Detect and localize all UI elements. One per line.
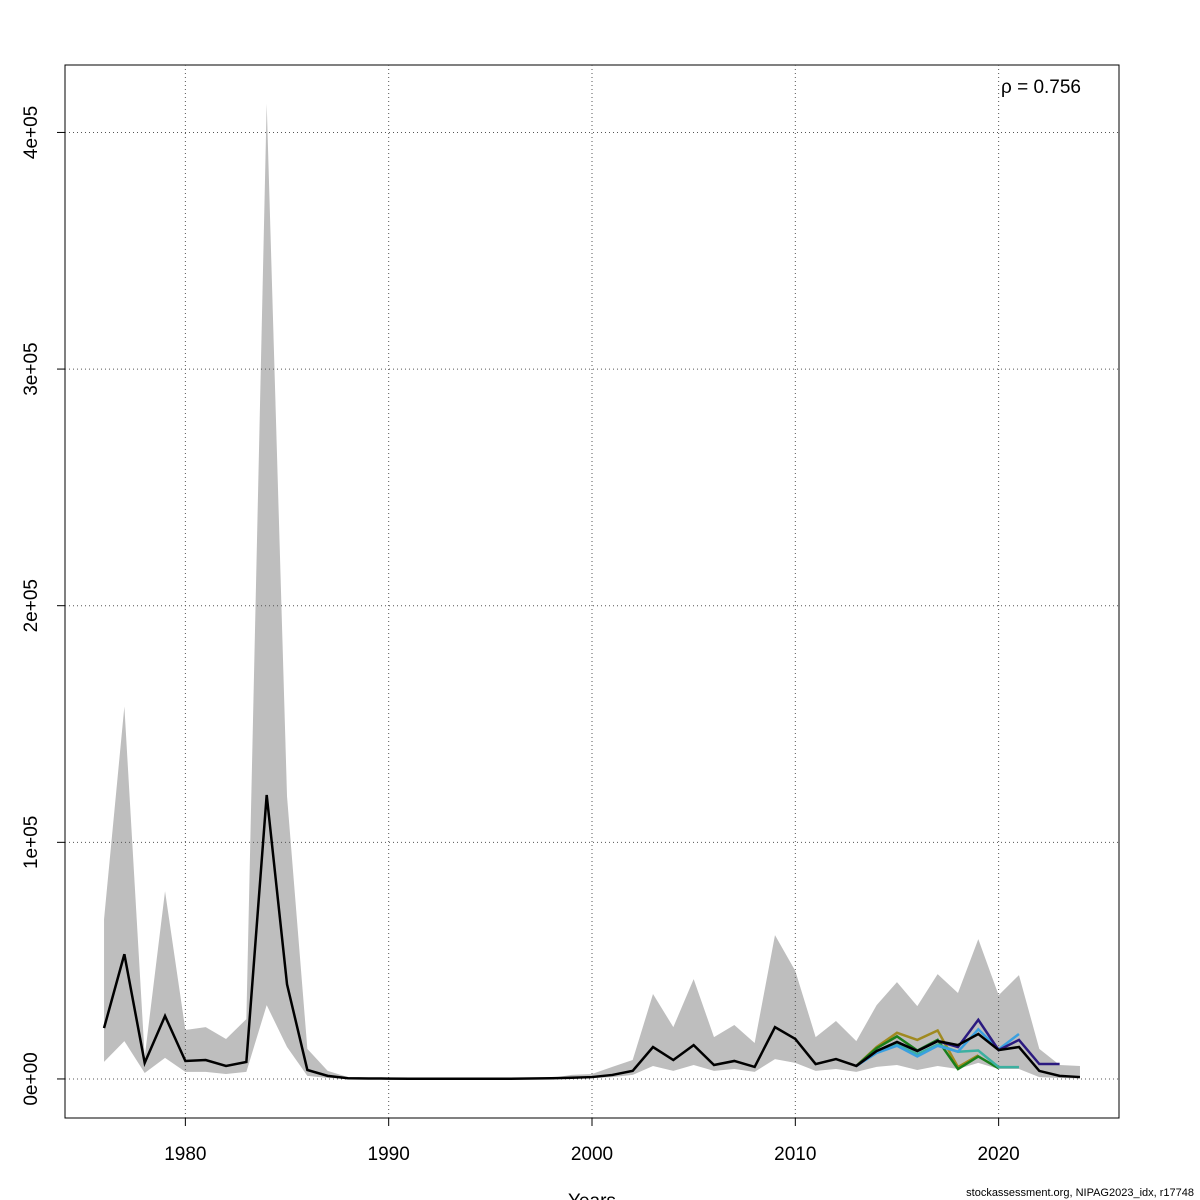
series-line — [102, 794, 1081, 1080]
y-tick-label: 3e+05 — [21, 342, 42, 395]
x-tick-label: 2020 — [977, 1144, 1019, 1165]
series-line — [855, 1027, 1020, 1067]
x-tick-label: 1990 — [368, 1144, 410, 1165]
y-tick-label: 1e+05 — [21, 816, 42, 869]
annotation: ρ = 0.756 — [1001, 77, 1081, 98]
x-tick-label: 2010 — [774, 1144, 816, 1165]
x-tick-label: 2000 — [571, 1144, 613, 1165]
x-tick-label: 1980 — [164, 1144, 206, 1165]
y-tick-label: 2e+05 — [21, 579, 42, 632]
confidence-band — [104, 103, 1080, 1079]
x-axis-label: Years — [568, 1191, 616, 1200]
footer: stockassessment.org, NIPAG2023_idx, r177… — [966, 1187, 1194, 1199]
plot-frame — [64, 64, 1120, 1119]
y-tick-label: 4e+05 — [21, 106, 42, 159]
y-tick-label: 0e+00 — [21, 1052, 42, 1105]
